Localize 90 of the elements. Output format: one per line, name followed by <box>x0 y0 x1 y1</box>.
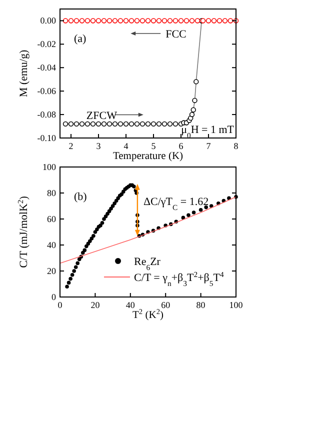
point <box>211 18 217 24</box>
x-tick-label: 0 <box>58 300 63 310</box>
point <box>140 18 146 24</box>
y-tick-label: -0.02 <box>37 39 56 50</box>
point <box>194 18 200 24</box>
point <box>192 98 198 104</box>
y-tick-label: 0.00 <box>40 16 56 26</box>
point <box>150 121 156 127</box>
point <box>62 121 68 127</box>
point <box>194 79 199 84</box>
point <box>228 18 234 24</box>
point <box>189 18 195 24</box>
point <box>101 121 107 127</box>
x-tick-label: 3 <box>96 141 102 151</box>
y-axis-title: M (emu/g) <box>18 49 30 98</box>
point <box>150 18 156 24</box>
x-tick-label: 7 <box>206 141 212 151</box>
annotation: ZFCW <box>86 110 118 122</box>
point <box>167 121 173 127</box>
point <box>96 121 102 127</box>
y-tick-label: 0 <box>52 292 56 302</box>
y-tick-label: -0.10 <box>37 133 56 143</box>
point <box>128 18 134 24</box>
x-tick-label: 20 <box>90 300 100 310</box>
x-axis-title: Temperature (K) <box>112 151 184 162</box>
x-tick-label: 6 <box>178 141 184 151</box>
point <box>162 121 168 127</box>
point <box>172 18 178 24</box>
y-tick-label: 60 <box>47 214 56 224</box>
annotation: (b) <box>74 191 88 203</box>
point <box>156 18 162 24</box>
point <box>101 18 107 24</box>
text: C/T = γ$_{n}$+β$_{3}$T$^{2}$+β$_{5}$T$^{4}$ <box>134 270 224 288</box>
annotation: ΔC/γT$_{C}$ = 1.62 <box>143 196 209 212</box>
point <box>118 121 124 127</box>
y-tick-label: -0.06 <box>37 86 56 96</box>
point <box>128 121 134 127</box>
point <box>216 18 222 24</box>
point <box>96 18 102 24</box>
point <box>90 18 96 24</box>
point <box>74 18 80 24</box>
x-tick-label: 4 <box>124 141 129 151</box>
point <box>112 121 118 127</box>
point <box>206 18 212 24</box>
point <box>62 18 68 24</box>
point <box>106 121 112 127</box>
point <box>178 18 184 24</box>
point <box>162 18 168 24</box>
x-tick-label: 60 <box>161 300 171 310</box>
point <box>190 107 196 112</box>
y-tick-label: 80 <box>47 188 56 198</box>
point <box>140 121 146 127</box>
point <box>134 18 140 24</box>
x-tick-label: 5 <box>151 141 156 151</box>
point <box>84 18 90 24</box>
point <box>134 121 140 127</box>
point <box>184 18 190 24</box>
point <box>79 18 85 24</box>
x-tick-label: 8 <box>234 141 239 151</box>
x-tick-label: 100 <box>229 300 244 310</box>
point <box>167 18 173 24</box>
point <box>189 112 195 118</box>
y-tick-label: -0.04 <box>37 62 56 73</box>
legend-label: Re$_{6}$Zr <box>134 256 161 272</box>
y-tick-label: -0.08 <box>37 110 56 120</box>
annotation: (a) <box>74 33 87 45</box>
x-tick-label: 80 <box>196 300 206 310</box>
point <box>123 121 129 127</box>
point <box>106 18 112 24</box>
point <box>90 121 96 127</box>
point <box>145 18 151 24</box>
x-axis-title: T$^{2}$ (K$^{2}$) <box>132 306 164 321</box>
point <box>156 121 162 127</box>
x-tick-label: 40 <box>126 300 136 310</box>
point <box>145 121 151 127</box>
x-tick-label: 2 <box>68 141 74 151</box>
point <box>68 18 74 24</box>
point <box>112 18 118 24</box>
point <box>74 121 80 127</box>
annotation: FCC <box>166 28 186 41</box>
point <box>84 121 90 127</box>
y-tick-label: 100 <box>42 162 56 172</box>
point <box>123 18 129 24</box>
point <box>172 121 178 127</box>
point <box>118 18 124 24</box>
point <box>68 121 74 127</box>
y-tick-label: 40 <box>47 240 56 250</box>
point <box>79 121 85 127</box>
y-tick-label: 20 <box>47 266 56 276</box>
point <box>222 18 228 24</box>
